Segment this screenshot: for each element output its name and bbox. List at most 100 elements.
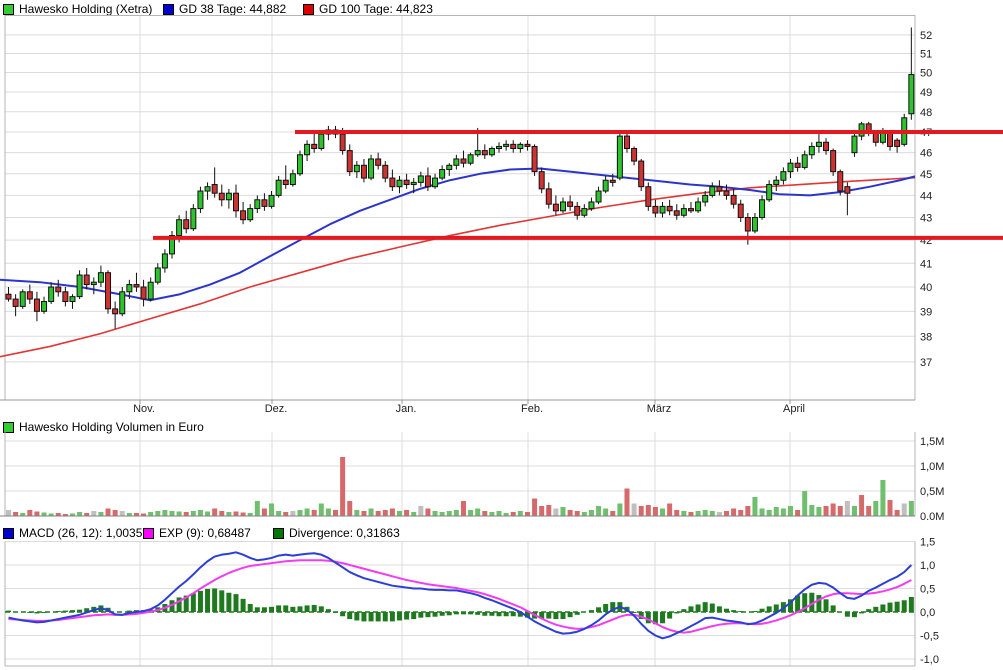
volume-bar bbox=[13, 512, 19, 516]
volume-bar bbox=[126, 513, 132, 516]
candle bbox=[304, 143, 311, 156]
candle bbox=[197, 190, 204, 210]
divergence-bar bbox=[510, 612, 516, 617]
candle bbox=[275, 179, 282, 196]
divergence-bar bbox=[69, 610, 75, 612]
volume-tick-label: 1,5M bbox=[920, 436, 944, 448]
gd100-line bbox=[0, 176, 916, 358]
volume-bar bbox=[716, 512, 722, 516]
divergence-bar bbox=[851, 612, 857, 618]
divergence-bar bbox=[27, 612, 33, 613]
divergence-swatch-icon bbox=[273, 527, 284, 539]
volume-bar bbox=[84, 513, 90, 516]
candle bbox=[169, 235, 176, 255]
volume-bar bbox=[681, 511, 687, 516]
volume-bar bbox=[247, 513, 253, 516]
volume-bar bbox=[290, 511, 296, 516]
volume-bar bbox=[709, 511, 715, 516]
volume-bar bbox=[382, 510, 388, 516]
candle bbox=[204, 186, 211, 192]
candle bbox=[261, 199, 268, 207]
divergence-label: Divergence: 0,31863 bbox=[289, 526, 400, 540]
macd-swatch-icon bbox=[3, 527, 14, 539]
divergence-bar bbox=[247, 604, 253, 612]
divergence-bar bbox=[603, 604, 609, 612]
volume-bar bbox=[468, 510, 474, 516]
volume-bar bbox=[780, 508, 786, 516]
divergence-bar bbox=[290, 606, 296, 612]
volume-bar bbox=[574, 511, 580, 516]
volume-bar bbox=[510, 512, 516, 516]
candle bbox=[33, 298, 40, 312]
divergence-bar bbox=[517, 612, 523, 617]
divergence-bar bbox=[560, 612, 566, 620]
volume-bar bbox=[631, 503, 637, 516]
divergence-bar bbox=[610, 602, 616, 612]
divergence-bar bbox=[404, 612, 410, 620]
candle bbox=[417, 175, 424, 183]
candle bbox=[76, 274, 83, 298]
candle bbox=[147, 281, 154, 300]
candle bbox=[97, 272, 104, 283]
candle bbox=[623, 135, 630, 150]
candle bbox=[702, 194, 709, 203]
macd-tick-label: 0,0 bbox=[920, 607, 935, 619]
volume-bar bbox=[197, 510, 203, 516]
candle bbox=[382, 164, 389, 179]
volume-bar bbox=[894, 510, 900, 516]
candle bbox=[311, 143, 318, 150]
volume-bar bbox=[396, 511, 402, 516]
candle bbox=[773, 179, 780, 186]
candle bbox=[289, 173, 296, 186]
volume-bar bbox=[624, 488, 630, 516]
price-tick-label: 52 bbox=[920, 30, 932, 42]
divergence-bar bbox=[432, 612, 438, 617]
divergence-bar bbox=[908, 596, 914, 612]
volume-bar bbox=[62, 514, 68, 516]
divergence-bar bbox=[468, 612, 474, 615]
price-tick-label: 46 bbox=[920, 148, 932, 160]
divergence-bar bbox=[84, 608, 90, 612]
divergence-bar bbox=[830, 605, 836, 612]
divergence-bar bbox=[254, 607, 260, 612]
volume-bar bbox=[389, 508, 395, 516]
divergence-bar bbox=[325, 609, 331, 612]
volume-bar bbox=[212, 508, 218, 516]
volume-bar bbox=[133, 513, 139, 516]
divergence-bar bbox=[460, 612, 466, 615]
divergence-bar bbox=[596, 607, 602, 612]
candle bbox=[140, 286, 147, 300]
divergence-bar bbox=[553, 612, 559, 620]
candle bbox=[453, 158, 460, 166]
volume-bar bbox=[645, 505, 651, 516]
volume-bar bbox=[660, 508, 666, 516]
candle bbox=[296, 154, 303, 175]
volume-bar bbox=[553, 508, 559, 516]
macd-tick-label: 0,5 bbox=[920, 584, 935, 596]
volume-bar bbox=[6, 510, 11, 516]
candle bbox=[353, 164, 360, 173]
signal-line bbox=[8, 559, 912, 634]
divergence-bar bbox=[795, 595, 801, 612]
divergence-bar bbox=[802, 593, 808, 612]
divergence-bar bbox=[752, 611, 758, 612]
volume-bar bbox=[183, 512, 189, 516]
candle bbox=[844, 186, 851, 194]
candle bbox=[503, 143, 510, 147]
candle bbox=[645, 186, 652, 207]
candle bbox=[538, 171, 545, 190]
candle bbox=[680, 208, 687, 216]
candle bbox=[268, 194, 275, 207]
divergence-bar bbox=[724, 608, 730, 612]
volume-bar bbox=[261, 508, 267, 516]
volume-bar bbox=[276, 511, 282, 516]
volume-bar bbox=[475, 508, 481, 516]
candle bbox=[83, 274, 90, 286]
volume-bar bbox=[851, 506, 857, 516]
month-label: März bbox=[647, 403, 671, 415]
candle bbox=[560, 201, 567, 212]
price-tick-label: 39 bbox=[920, 306, 932, 318]
price-tick-label: 48 bbox=[920, 107, 932, 119]
price-tick-label: 38 bbox=[920, 331, 932, 343]
volume-bar bbox=[148, 512, 154, 516]
